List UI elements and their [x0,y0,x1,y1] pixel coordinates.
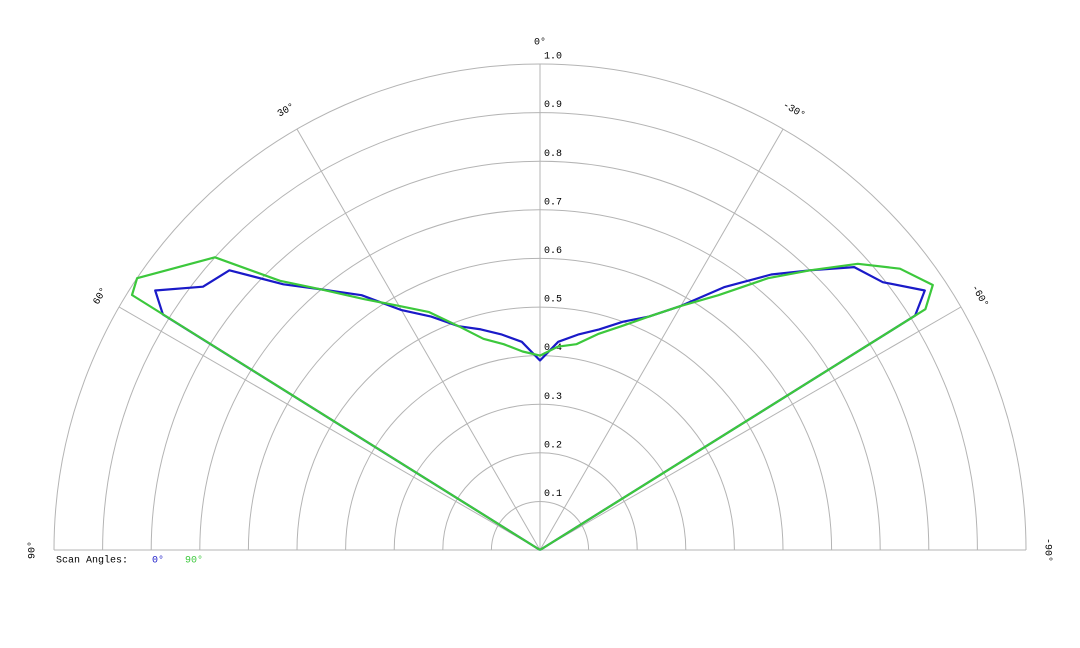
r-tick-label: 0.3 [544,392,562,403]
grid-spoke [539,128,784,551]
grid-spoke [296,128,541,551]
r-tick-label: 0.8 [544,149,562,160]
grid-spoke [118,306,541,551]
legend-entry: 90° [185,555,203,567]
theta-tick-label: -30° [780,99,807,121]
series-line [130,256,934,551]
r-tick-label: 0.5 [544,295,562,306]
grid-spoke [539,306,962,551]
theta-tick-label: 90° [27,541,39,559]
theta-tick-label: -60° [968,283,990,310]
theta-tick-label: 30° [276,101,298,120]
r-tick-label: 0.7 [544,197,562,208]
theta-tick-label: -90° [1041,538,1053,562]
r-tick-label: 1.0 [544,52,562,63]
r-tick-label: 0.9 [544,100,562,111]
r-tick-label: 0.1 [544,489,562,500]
legend-title: Scan Angles: [56,555,128,567]
legend-entry: 0° [152,555,164,567]
theta-tick-label: 0° [534,37,546,49]
r-tick-label: 0.6 [544,246,562,257]
theta-tick-label: 60° [91,286,110,308]
r-tick-label: 0.2 [544,440,562,451]
